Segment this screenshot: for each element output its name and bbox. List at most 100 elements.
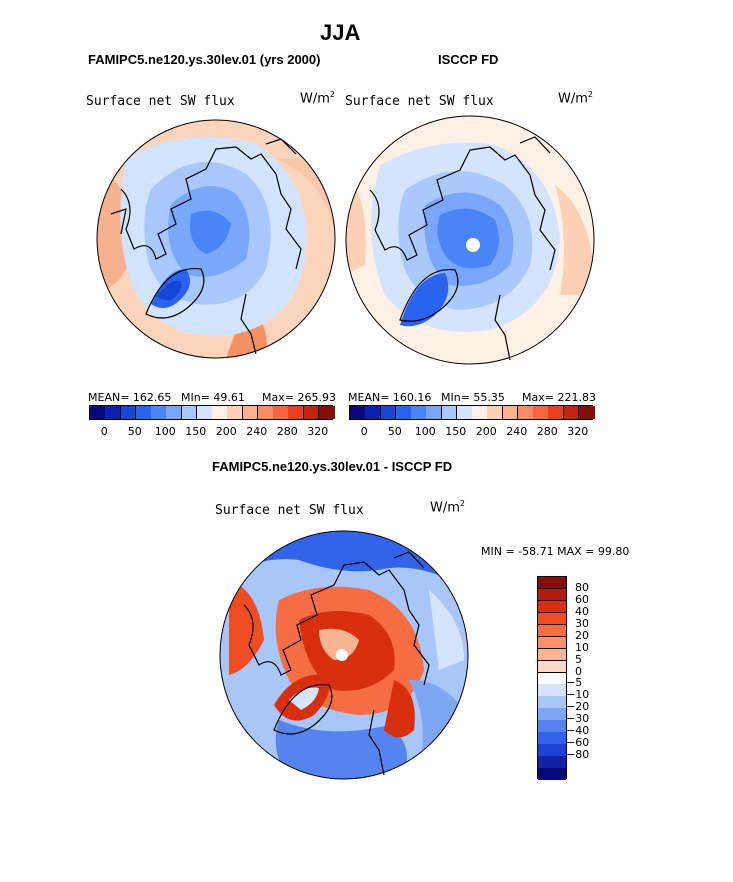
- obs-units-exp: 2: [587, 90, 593, 99]
- diff-units-exp: 2: [459, 499, 465, 508]
- figure-title: JJA: [320, 20, 361, 45]
- obs-colorbar-ticks: 0 50 100 150 200 240 280 320: [349, 425, 593, 439]
- obs-map: [345, 115, 595, 365]
- diff-colorbar-swatch: [538, 577, 566, 590]
- obs-colorbar-tick-label: 320: [567, 425, 589, 438]
- diff-colorbar-swatch: [538, 768, 566, 781]
- obs-colorbar-tick-label: 200: [475, 425, 497, 438]
- obs-colorbar-swatch: [380, 406, 397, 419]
- diff-colorbar-tick-label: 30: [575, 616, 589, 630]
- obs-colorbar-swatch: [502, 406, 519, 419]
- obs-colorbar-tick-label: 0: [360, 425, 368, 438]
- obs-colorbar-swatch: [365, 406, 381, 419]
- diff-colorbar-tick-label: −40: [566, 724, 590, 738]
- diff-colorbar-swatch: [538, 684, 566, 697]
- obs-colorbar: [349, 405, 595, 420]
- model-colorbar-swatch: [120, 406, 137, 419]
- obs-colorbar-swatch: [395, 406, 412, 419]
- diff-colorbar-swatch: [538, 612, 566, 626]
- diff-colorbar-swatch: [538, 600, 566, 614]
- model-colorbar-swatch: [135, 406, 152, 419]
- model-colorbar: [89, 405, 335, 420]
- diff-minmax: MIN = -58.71 MAX = 99.80: [481, 545, 630, 558]
- diff-colorbar-tick-label: 5: [575, 652, 582, 666]
- diff-colorbar-tick-label: −30: [566, 712, 590, 726]
- obs-colorbar-tick-label: 150: [445, 425, 467, 438]
- diff-panel-title: FAMIPC5.ne120.ys.30lev.01 - ISCCP FD: [212, 459, 453, 474]
- obs-colorbar-swatch: [517, 406, 534, 419]
- obs-colorbar-swatch: [533, 406, 549, 419]
- obs-colorbar-tick-label: 240: [506, 425, 528, 438]
- model-colorbar-swatch: [166, 406, 182, 419]
- diff-variable-label: Surface net SW flux: [215, 503, 364, 518]
- model-max: Max= 265.93: [262, 391, 336, 404]
- diff-units-label: W/m2: [430, 499, 465, 515]
- model-units-text: W/m: [300, 91, 330, 107]
- diff-colorbar-tick-label: 80: [575, 580, 589, 594]
- obs-colorbar-swatch: [411, 406, 427, 419]
- model-colorbar-tick-label: 150: [185, 425, 207, 438]
- model-colorbar-tick-label: 100: [154, 425, 176, 438]
- diff-colorbar-swatch: [538, 636, 566, 650]
- diff-colorbar-tick-label: −5: [566, 676, 583, 690]
- model-colorbar-swatch: [318, 406, 335, 419]
- obs-max: Max= 221.83: [522, 391, 596, 404]
- model-colorbar-ticks: 0 50 100 150 200 240 280 320: [89, 425, 333, 439]
- model-colorbar-swatch: [196, 406, 213, 419]
- model-min: MIn= 49.61: [181, 391, 245, 404]
- diff-colorbar-swatch: [538, 696, 566, 709]
- diff-colorbar: [537, 576, 567, 781]
- diff-map: [219, 530, 469, 780]
- diff-colorbar-ticks: 80 60 40 30 20 10 5 0 −5 −10 −20 −30 −40 −60 −80: [566, 576, 612, 779]
- obs-colorbar-swatch: [548, 406, 564, 419]
- model-colorbar-tick-label: 320: [307, 425, 329, 438]
- obs-units-text: W/m: [558, 91, 588, 107]
- model-colorbar-swatch: [181, 406, 198, 419]
- model-variable-label: Surface net SW flux: [86, 94, 235, 109]
- model-colorbar-tick-label: 240: [246, 425, 268, 438]
- model-colorbar-swatch: [273, 406, 289, 419]
- diff-colorbar-swatch: [538, 744, 566, 757]
- obs-colorbar-tick-label: 50: [387, 425, 402, 438]
- diff-colorbar-swatch: [538, 672, 566, 685]
- model-colorbar-swatch: [151, 406, 167, 419]
- obs-colorbar-swatch: [426, 406, 442, 419]
- model-units-exp: 2: [329, 90, 335, 99]
- obs-panel-title: ISCCP FD: [438, 52, 499, 67]
- obs-colorbar-tick-label: 280: [536, 425, 558, 438]
- diff-colorbar-swatch: [538, 720, 566, 733]
- model-colorbar-swatch: [90, 406, 106, 419]
- model-colorbar-tick-label: 200: [215, 425, 237, 438]
- model-colorbar-swatch: [257, 406, 274, 419]
- diff-colorbar-tick-label: −60: [566, 736, 590, 750]
- model-mean: MEAN= 162.65: [88, 391, 172, 404]
- obs-colorbar-tick-label: 100: [414, 425, 436, 438]
- diff-colorbar-swatch: [538, 648, 566, 662]
- diff-colorbar-tick-label: −20: [566, 700, 590, 714]
- model-colorbar-tick-label: 0: [100, 425, 108, 438]
- diff-colorbar-swatch: [538, 624, 566, 638]
- obs-colorbar-swatch: [441, 406, 458, 419]
- obs-colorbar-swatch: [472, 406, 488, 419]
- diff-colorbar-swatch: [538, 660, 566, 674]
- obs-colorbar-swatch: [487, 406, 503, 419]
- model-colorbar-swatch: [105, 406, 121, 419]
- model-panel-title: FAMIPC5.ne120.ys.30lev.01 (yrs 2000): [88, 52, 321, 67]
- diff-colorbar-swatch: [538, 756, 566, 769]
- diff-colorbar-swatch: [538, 708, 566, 721]
- model-colorbar-swatch: [212, 406, 228, 419]
- obs-mean: MEAN= 160.16: [348, 391, 432, 404]
- obs-colorbar-swatch: [563, 406, 580, 419]
- diff-colorbar-tick-label: 20: [575, 628, 589, 642]
- model-colorbar-swatch: [303, 406, 320, 419]
- model-colorbar-tick-label: 280: [276, 425, 298, 438]
- diff-units-text: W/m: [430, 500, 460, 516]
- diff-colorbar-swatch: [538, 732, 566, 745]
- obs-min: MIn= 55.35: [441, 391, 505, 404]
- diff-colorbar-swatch: [538, 588, 566, 602]
- diff-colorbar-tick-label: 60: [575, 592, 589, 606]
- obs-units-label: W/m2: [558, 90, 593, 106]
- model-map: [96, 119, 336, 359]
- model-colorbar-swatch: [242, 406, 259, 419]
- model-colorbar-swatch: [288, 406, 304, 419]
